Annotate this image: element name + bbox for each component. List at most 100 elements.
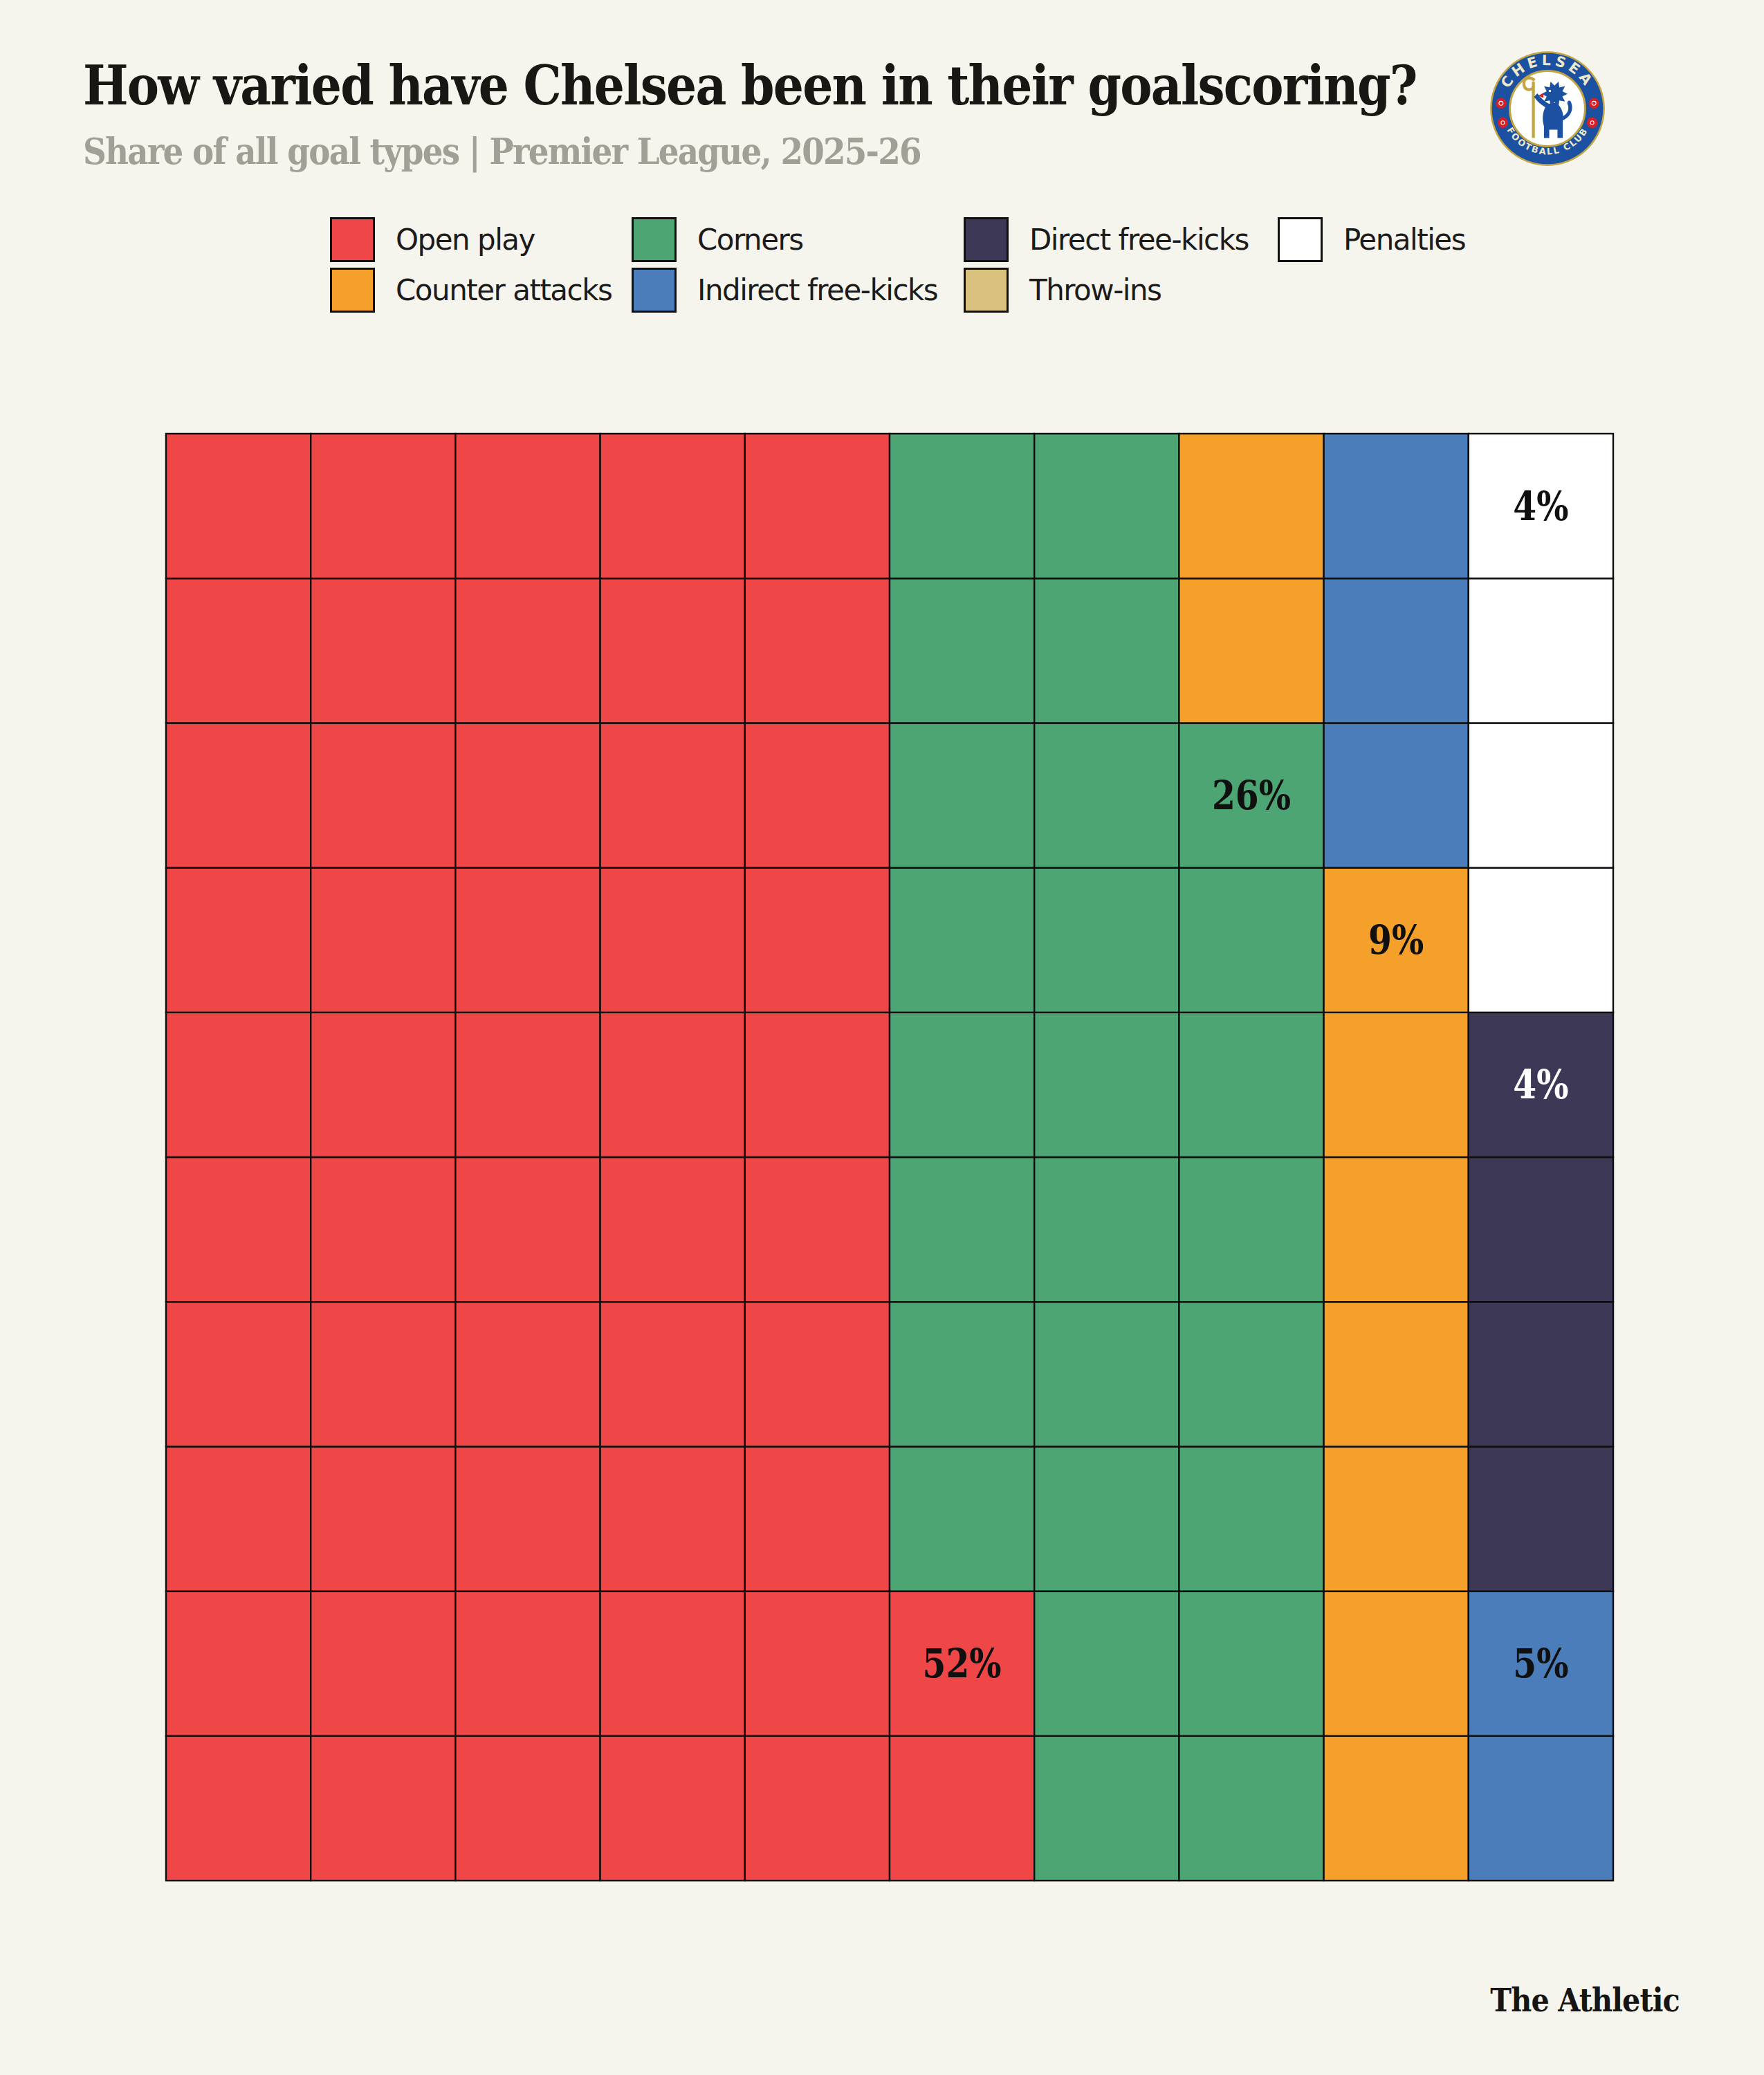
waffle-cell — [311, 1592, 455, 1736]
waffle-cell — [166, 1736, 311, 1881]
waffle-cell — [890, 1157, 1034, 1302]
waffle-cell — [1324, 723, 1469, 867]
waffle-cell — [600, 1157, 745, 1302]
waffle-cell — [1324, 578, 1469, 723]
waffle-cell — [455, 1736, 600, 1881]
waffle-cell — [1179, 1736, 1323, 1881]
waffle-cell — [1324, 1013, 1469, 1157]
waffle-cell — [1034, 723, 1179, 867]
legend-item: Indirect free-kicks — [632, 268, 937, 313]
waffle-cell — [1469, 1302, 1613, 1446]
legend-swatch — [632, 268, 677, 313]
waffle-cell — [1179, 1446, 1323, 1591]
legend-item: Penalties — [1278, 217, 1465, 262]
waffle-cell — [311, 723, 455, 867]
segment-label: 4% — [1513, 1061, 1568, 1108]
waffle-cell — [311, 434, 455, 578]
segment-label: 26% — [1212, 772, 1291, 819]
legend-item-label: Open play — [396, 223, 535, 257]
waffle-cell — [745, 1736, 890, 1881]
waffle-cell — [311, 1446, 455, 1591]
waffle-cell — [1469, 1157, 1613, 1302]
waffle-cell — [1179, 578, 1323, 723]
waffle-cell — [1469, 1736, 1613, 1881]
waffle-cell — [1469, 1446, 1613, 1591]
segment-label: 5% — [1513, 1640, 1568, 1687]
legend-item-label: Indirect free-kicks — [697, 273, 937, 307]
waffle-cell — [1324, 434, 1469, 578]
waffle-cell — [311, 1302, 455, 1446]
waffle-cell — [311, 1157, 455, 1302]
waffle-cell — [311, 1736, 455, 1881]
waffle-cell — [311, 578, 455, 723]
waffle-cell — [600, 868, 745, 1013]
waffle-cell — [1034, 578, 1179, 723]
waffle-cell — [1469, 868, 1613, 1013]
segment-label: 4% — [1513, 483, 1568, 530]
waffle-cell — [600, 434, 745, 578]
waffle-cell — [166, 1446, 311, 1591]
waffle-cell — [166, 868, 311, 1013]
waffle-cell — [745, 578, 890, 723]
waffle-cell — [1034, 1592, 1179, 1736]
waffle-cell — [890, 1736, 1034, 1881]
waffle-cell — [890, 1302, 1034, 1446]
legend-item: Corners — [632, 217, 803, 262]
waffle-cell — [745, 434, 890, 578]
legend-item: Direct free-kicks — [964, 217, 1249, 262]
legend-item: Counter attacks — [330, 268, 612, 313]
legend-swatch — [964, 217, 1009, 262]
waffle-cell — [166, 434, 311, 578]
waffle-cell — [1179, 1013, 1323, 1157]
legend-item-label: Penalties — [1343, 223, 1465, 257]
waffle-cell — [166, 1592, 311, 1736]
waffle-cell — [600, 1013, 745, 1157]
waffle-cell — [455, 1157, 600, 1302]
waffle-cell — [745, 1446, 890, 1591]
waffle-cell — [166, 578, 311, 723]
waffle-cell — [745, 1013, 890, 1157]
waffle-cell — [1324, 1592, 1469, 1736]
waffle-cell — [745, 1592, 890, 1736]
waffle-cell — [745, 1302, 890, 1446]
waffle-cell — [1034, 1302, 1179, 1446]
waffle-chart: 52%26%9%5%4%4% — [165, 432, 1615, 1882]
waffle-cell — [166, 723, 311, 867]
waffle-cell — [600, 723, 745, 867]
waffle-cell — [455, 868, 600, 1013]
waffle-cell — [1179, 868, 1323, 1013]
waffle-cell — [1324, 1446, 1469, 1591]
waffle-cell — [600, 1302, 745, 1446]
legend-swatch — [330, 268, 375, 313]
legend-item-label: Throw-ins — [1029, 273, 1161, 307]
legend-item-label: Counter attacks — [396, 273, 612, 307]
legend-swatch — [632, 217, 677, 262]
legend-swatch — [964, 268, 1009, 313]
waffle-cell — [1034, 434, 1179, 578]
waffle-cell — [311, 868, 455, 1013]
waffle-cell — [890, 578, 1034, 723]
waffle-cell — [455, 1302, 600, 1446]
brand-footer: The Athletic — [1490, 1984, 1680, 2016]
waffle-cell — [1179, 434, 1323, 578]
legend-item-label: Corners — [697, 223, 803, 257]
waffle-cell — [455, 1013, 600, 1157]
waffle-cell — [1179, 1592, 1323, 1736]
waffle-cell — [1179, 1302, 1323, 1446]
waffle-cell — [1034, 1446, 1179, 1591]
waffle-cell — [166, 1302, 311, 1446]
legend-item: Open play — [330, 217, 535, 262]
waffle-cell — [455, 578, 600, 723]
waffle-cell — [1179, 1157, 1323, 1302]
waffle-cell — [166, 1157, 311, 1302]
waffle-cell — [455, 1446, 600, 1591]
waffle-cell — [166, 1013, 311, 1157]
waffle-cell — [745, 1157, 890, 1302]
waffle-cell — [1034, 868, 1179, 1013]
waffle-cell — [1034, 1157, 1179, 1302]
chelsea-crest: CHELSEA FOOTBALL CLUB — [1489, 50, 1606, 167]
waffle-cell — [600, 1446, 745, 1591]
waffle-cell — [455, 723, 600, 867]
waffle-cell — [600, 1592, 745, 1736]
waffle-cell — [1324, 1736, 1469, 1881]
